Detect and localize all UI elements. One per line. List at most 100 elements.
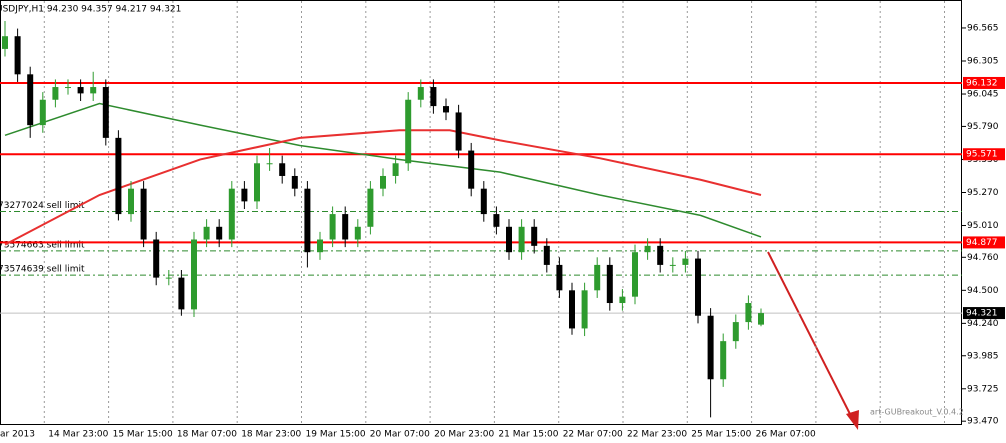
candle-body <box>380 175 386 189</box>
candle-body <box>707 315 714 380</box>
candle-body <box>657 245 664 265</box>
y-tick-label: 96.305 <box>967 56 999 66</box>
candle-body <box>682 258 689 265</box>
candle-body <box>392 163 399 176</box>
candle-body <box>758 313 764 325</box>
order-label: 73574663 sell limit <box>0 240 85 250</box>
candle-body <box>128 188 134 215</box>
candle-body <box>140 188 147 240</box>
candle-body <box>203 226 210 240</box>
candle-body <box>518 226 525 253</box>
order-label: 73277024 sell limit <box>0 201 85 211</box>
candle-body <box>531 226 538 246</box>
x-tick-label: 26 Mar 07:00 <box>756 430 816 440</box>
candle-body <box>506 226 512 253</box>
level-label: 95.571 <box>966 150 998 160</box>
candle-body <box>594 264 601 291</box>
candle-body <box>279 163 286 176</box>
current-price-box <box>963 307 1005 320</box>
y-tick-label: 93.985 <box>967 351 999 361</box>
candle-body <box>228 188 235 240</box>
chart-title: USDJPY,H1 94.230 94.357 94.217 94.321 <box>0 5 181 15</box>
candle-body <box>745 303 752 323</box>
candle-body <box>27 74 34 126</box>
level-box <box>963 236 1005 249</box>
x-tick-label: 22 Mar 23:00 <box>627 430 687 440</box>
y-tick-label: 94.760 <box>967 253 999 263</box>
y-tick-label: 93.470 <box>967 417 999 427</box>
arrow-head <box>846 410 859 430</box>
candle-body <box>405 99 412 164</box>
candle-body <box>191 239 197 310</box>
candle-body <box>581 290 588 329</box>
level-box <box>963 76 1005 89</box>
moving-average <box>4 102 762 238</box>
candle-body <box>443 106 449 113</box>
candle-body <box>569 290 575 329</box>
candle-body <box>266 163 273 165</box>
candle-body <box>354 226 361 240</box>
candle-body <box>178 277 185 310</box>
y-tick-label: 95.790 <box>967 122 999 132</box>
order-label: 73574639 sell limit <box>0 265 85 275</box>
candle-body <box>417 87 424 100</box>
candle-body <box>304 188 311 253</box>
y-tick-label: 93.725 <box>967 384 999 394</box>
x-tick-label: 19 Mar 15:00 <box>306 430 366 440</box>
moving-average <box>4 129 762 246</box>
x-tick-label: 20 Mar 23:00 <box>434 430 494 440</box>
candle-body <box>90 87 97 94</box>
candle-body <box>39 99 46 126</box>
x-tick-label: ar 2013 <box>0 430 35 440</box>
candle-body <box>619 296 626 304</box>
candle-body <box>543 245 550 265</box>
candle-body <box>732 322 739 342</box>
y-tick-label: 95.010 <box>967 221 999 231</box>
y-tick-label: 96.045 <box>967 90 999 100</box>
candle-body <box>165 277 172 279</box>
candle-body <box>342 214 349 240</box>
candle-body <box>329 214 336 240</box>
x-tick-label: 21 Mar 15:00 <box>498 430 558 440</box>
level-label: 96.132 <box>966 78 998 88</box>
candle-body <box>632 252 638 297</box>
x-tick-label: 15 Mar 15:00 <box>113 430 173 440</box>
candle-body <box>14 36 21 75</box>
level-box <box>963 148 1005 161</box>
candle-body <box>153 239 160 278</box>
candle-body <box>644 245 651 253</box>
candle-body <box>317 239 323 253</box>
y-tick-label: 96.565 <box>967 23 999 33</box>
candle-body <box>720 341 727 380</box>
current-price-label: 94.321 <box>966 309 998 319</box>
candle-body <box>52 87 59 100</box>
candle-body <box>367 188 374 227</box>
candle-body <box>493 214 500 227</box>
y-tick-label: 95.270 <box>967 188 999 198</box>
candle-body <box>480 188 487 215</box>
candle-body <box>2 36 8 49</box>
candle-body <box>468 150 475 189</box>
x-tick-label: 25 Mar 15:00 <box>691 430 751 440</box>
candle-body <box>115 137 122 215</box>
candle-body <box>216 226 223 240</box>
watermark: art-GUBreakout_V.0.4.2 <box>870 408 964 417</box>
level-label: 94.877 <box>966 238 998 248</box>
candle-body <box>65 87 71 89</box>
x-tick-label: 22 Mar 07:00 <box>563 430 623 440</box>
arrow <box>767 251 853 419</box>
candle-body <box>77 87 84 94</box>
y-tick-label: 94.500 <box>967 286 999 296</box>
candle-body <box>695 258 701 316</box>
candle-body <box>556 264 563 291</box>
candle-body <box>606 264 613 304</box>
candle-body <box>102 87 109 138</box>
x-tick-label: 18 Mar 23:00 <box>241 430 301 440</box>
candle-body <box>669 264 676 266</box>
candle-body <box>241 188 248 202</box>
candle-body <box>430 87 437 107</box>
candle-body <box>455 112 462 151</box>
x-tick-label: 14 Mar 23:00 <box>48 430 108 440</box>
x-tick-label: 18 Mar 07:00 <box>177 430 237 440</box>
